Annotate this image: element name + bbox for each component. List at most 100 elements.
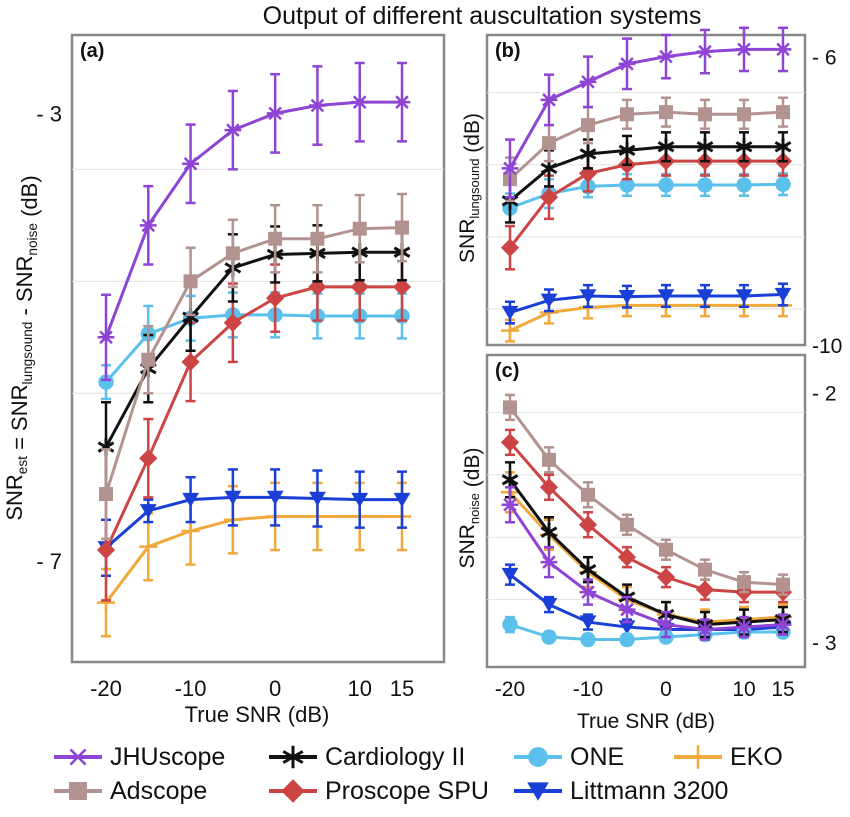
data-point <box>310 231 325 246</box>
data-point <box>657 617 675 632</box>
series-line <box>508 478 784 627</box>
x-tick-label: 15 <box>390 676 414 701</box>
data-point <box>395 220 409 235</box>
data-point <box>350 277 369 297</box>
data-point <box>183 274 198 289</box>
data-point <box>392 277 412 297</box>
y-axis-label: SNRest = SNRlungsound - SNRnoise (dB) <box>2 175 42 520</box>
data-point <box>181 521 200 541</box>
data-point <box>500 238 520 257</box>
data-point <box>656 568 676 587</box>
legend-item-proscope-spu: Proscope SPU <box>265 776 489 806</box>
legend-swatch <box>514 747 562 767</box>
legend-swatch <box>54 782 102 800</box>
data-point <box>618 57 636 71</box>
data-point <box>501 471 519 489</box>
data-point <box>501 567 519 583</box>
data-point <box>657 49 675 64</box>
data-point <box>139 218 157 233</box>
data-point <box>620 517 634 532</box>
data-point <box>99 487 113 502</box>
y-tick-label: - 3 <box>36 101 62 126</box>
data-point <box>735 42 753 57</box>
series-line <box>104 250 402 448</box>
panel-label: (a) <box>80 40 104 62</box>
data-point <box>224 123 242 137</box>
panel-frame <box>485 353 807 669</box>
data-point <box>579 560 597 579</box>
data-point <box>776 105 790 120</box>
y-axis-label: SNRlungsound (dB) <box>456 113 484 263</box>
series-adscope <box>503 96 790 203</box>
data-point <box>657 137 675 156</box>
data-point <box>223 313 242 332</box>
data-point <box>141 352 156 367</box>
x-tick-label: 10 <box>732 678 755 701</box>
series-littmann-3200 <box>501 282 792 325</box>
data-point <box>697 177 713 193</box>
data-point <box>698 562 712 577</box>
data-point <box>225 246 240 261</box>
y-axis-label: SNRnoise (dB) <box>456 448 484 569</box>
data-point <box>139 504 157 519</box>
data-point <box>618 602 636 617</box>
data-point <box>98 374 114 390</box>
data-point <box>266 490 284 505</box>
series-line <box>104 226 403 495</box>
data-point <box>775 176 791 192</box>
data-point <box>540 293 558 308</box>
x-tick-label: 15 <box>771 678 794 701</box>
data-point <box>737 107 751 122</box>
legend-item-jhuscope: JHUscope <box>50 742 225 772</box>
data-point <box>540 597 558 613</box>
data-point <box>736 177 752 193</box>
data-point <box>618 141 636 160</box>
data-point <box>578 515 598 534</box>
data-point <box>696 44 714 59</box>
legend-marker <box>281 779 305 803</box>
y-tick-label: - 6 <box>812 47 837 70</box>
data-point <box>737 575 751 590</box>
legend-label: Proscope SPU <box>325 776 489 805</box>
data-point <box>658 177 674 193</box>
data-point <box>774 137 792 156</box>
legend-item-littmann-3200: Littmann 3200 <box>510 776 728 806</box>
data-point <box>580 631 596 648</box>
legend-label: Adscope <box>110 776 208 805</box>
data-point <box>351 492 369 508</box>
series-adscope <box>503 393 790 596</box>
data-point <box>96 540 116 560</box>
legend-label: Cardiology II <box>325 742 466 771</box>
panel-label: (b) <box>495 40 521 62</box>
data-point <box>774 42 792 57</box>
legend-label: ONE <box>570 742 625 771</box>
data-point <box>309 98 326 113</box>
data-point <box>579 585 597 599</box>
data-point <box>659 542 673 557</box>
legend-marker <box>528 747 548 767</box>
legend-swatch <box>54 748 102 766</box>
series-adscope <box>99 192 409 541</box>
data-point <box>224 490 242 505</box>
y-tick-label: -10 <box>812 335 842 358</box>
data-point <box>268 231 283 246</box>
data-point <box>774 617 792 632</box>
data-point <box>696 289 714 304</box>
data-point <box>695 580 715 599</box>
data-point <box>618 289 636 305</box>
y-tick-label: - 7 <box>36 549 62 574</box>
data-point <box>351 95 369 109</box>
data-point <box>657 289 675 304</box>
y-tick-label: - 3 <box>812 632 837 655</box>
data-point <box>617 548 637 567</box>
data-point <box>540 159 558 178</box>
data-point <box>735 137 753 156</box>
legend-swatch <box>269 779 317 803</box>
data-point <box>539 188 559 207</box>
data-point <box>618 620 636 635</box>
figure-title: Output of different auscultation systems <box>263 2 702 30</box>
data-point <box>139 537 158 556</box>
legend-swatch <box>514 782 562 801</box>
legend-marker <box>527 782 549 801</box>
legend-item-eko: EKO <box>670 742 783 772</box>
